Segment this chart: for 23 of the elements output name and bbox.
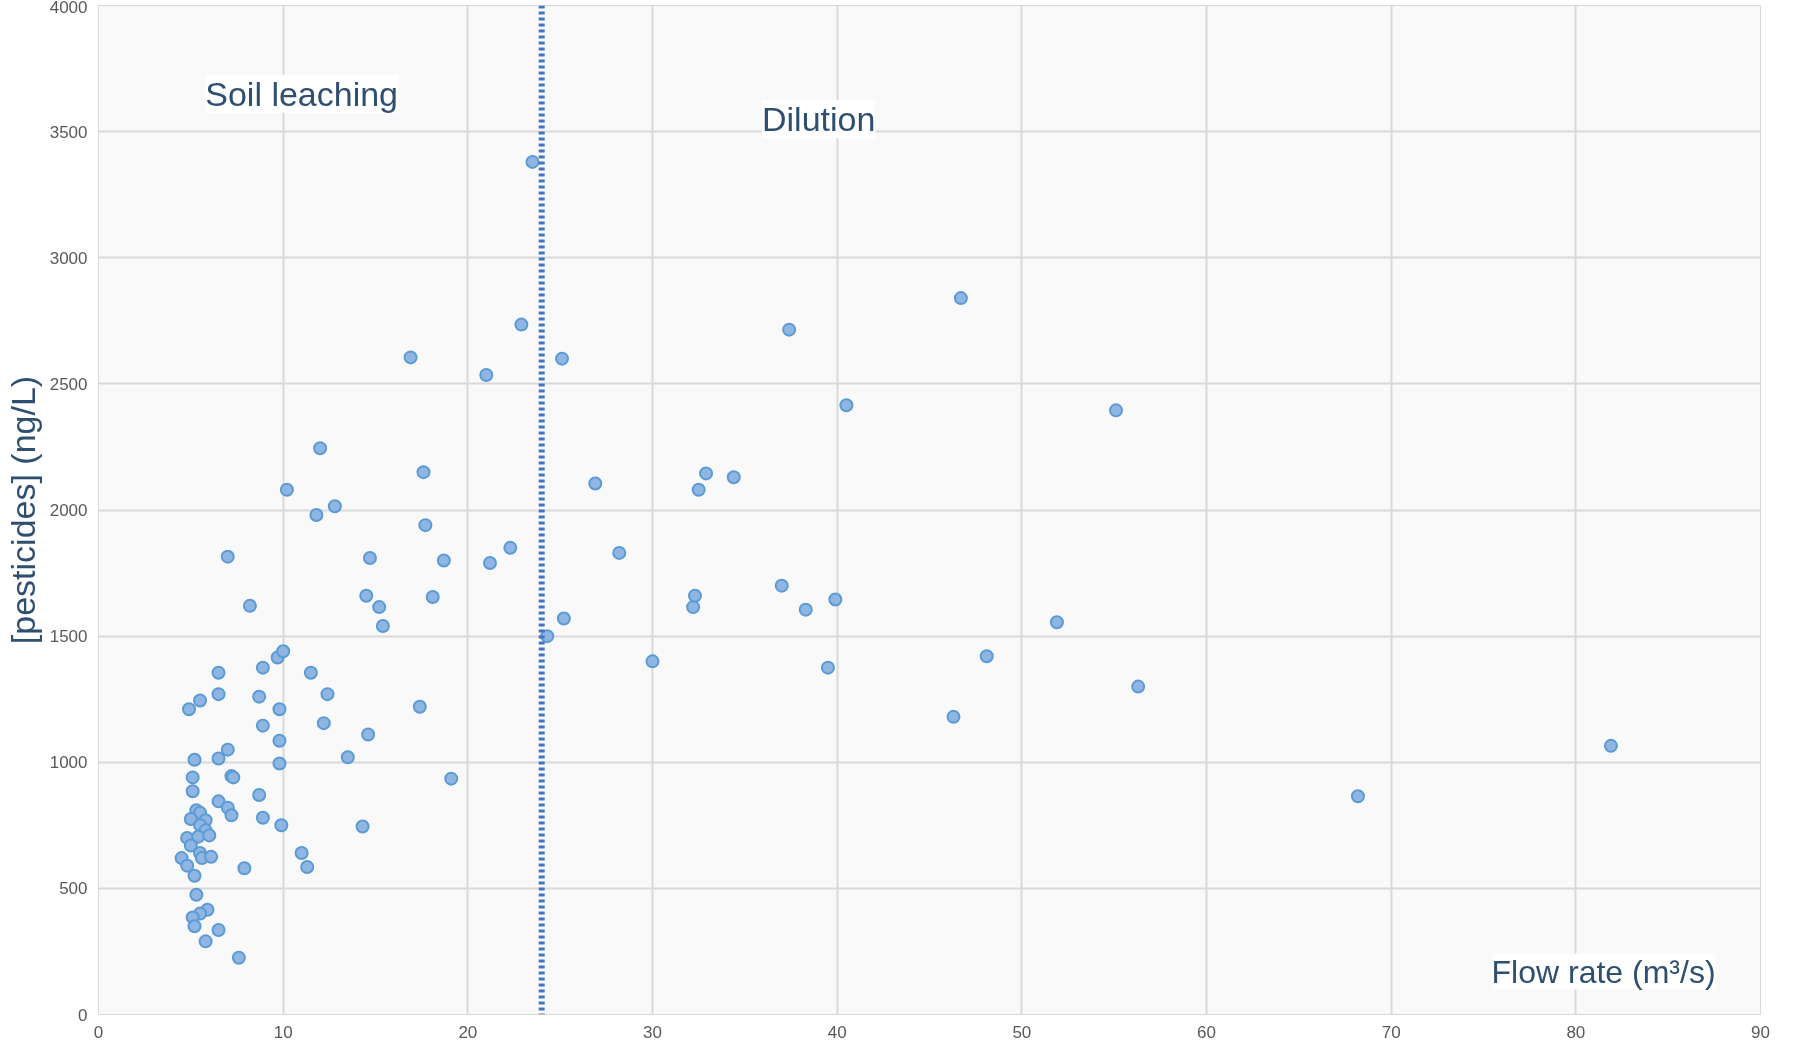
annotation: Dilution — [762, 100, 876, 139]
y-tick-label: 3500 — [49, 122, 88, 142]
x-tick-label: 10 — [273, 1022, 293, 1042]
x-tick-label: 90 — [1751, 1022, 1770, 1042]
x-tick-label: 30 — [643, 1022, 662, 1042]
y-tick-label: 4000 — [49, 0, 88, 17]
y-tick-label: 1500 — [49, 627, 88, 647]
y-tick-label: 500 — [59, 879, 88, 899]
x-tick-label: 70 — [1381, 1022, 1401, 1042]
x-tick-label: 0 — [93, 1022, 104, 1042]
x-tick-label: 50 — [1012, 1022, 1032, 1042]
x-tick-label: 60 — [1197, 1022, 1216, 1042]
x-tick-label: 40 — [827, 1022, 847, 1042]
y-tick-label: 2500 — [49, 374, 88, 394]
y-tick-label: 3000 — [49, 248, 88, 268]
annotation: Soil leaching — [205, 74, 399, 113]
x-tick-label: 80 — [1566, 1022, 1586, 1042]
x-axis-title: Flow rate (m³/s) — [1491, 953, 1716, 990]
y-tick-label: 2000 — [49, 501, 88, 520]
x-tick-label: 20 — [458, 1022, 478, 1042]
y-tick-label: 1000 — [49, 753, 88, 773]
y-tick-label: 0 — [78, 1005, 88, 1025]
y-axis-title: [pesticides] (ng/L) — [3, 375, 42, 645]
